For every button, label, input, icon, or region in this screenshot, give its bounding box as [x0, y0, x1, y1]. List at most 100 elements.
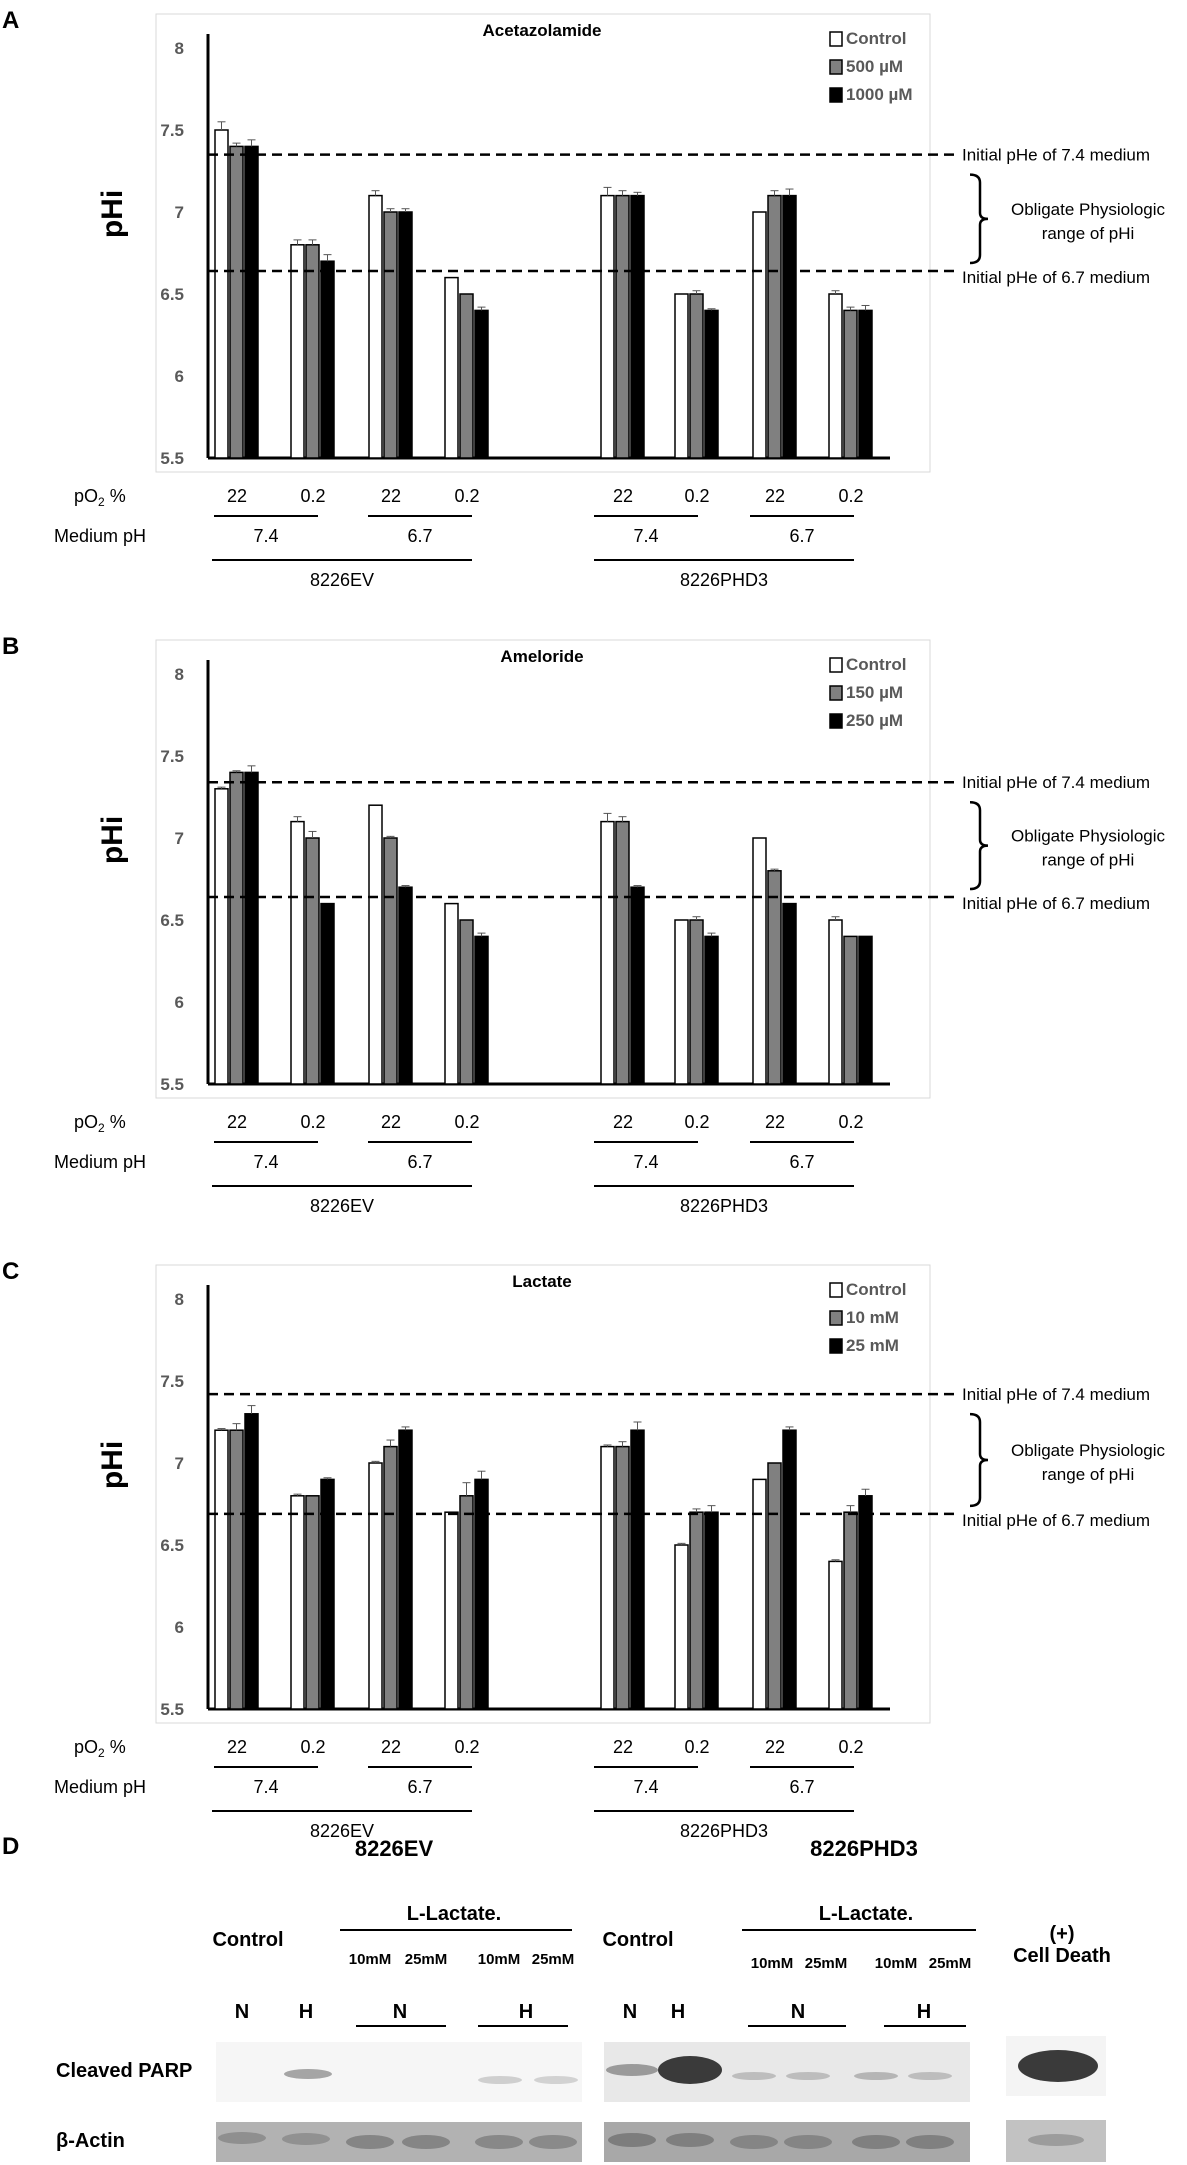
range-brace [969, 800, 989, 891]
bar-250-m [398, 886, 413, 1085]
po2-value: 0.2 [838, 486, 863, 506]
po2-row-label: pO2 % [74, 486, 126, 509]
bar-25-mm [858, 1495, 873, 1710]
bar-1000-m [474, 309, 489, 459]
blot-band [284, 2069, 332, 2079]
bar-10-mm [229, 1429, 244, 1710]
legend-label: Control [846, 655, 906, 674]
legend-label: 500 µM [846, 57, 903, 76]
range-label: Obligate Physiologic [1011, 827, 1166, 846]
bar-control [752, 211, 767, 459]
bar-25-mm [782, 1429, 797, 1710]
range-brace [969, 1412, 989, 1508]
y-tick-label: 6 [175, 993, 184, 1012]
cell-line-label: 8226PHD3 [680, 1196, 768, 1216]
cell-line-label: 8226EV [310, 1821, 374, 1841]
bar-500-m [689, 293, 704, 459]
bar-150-m [459, 919, 474, 1085]
bar-control [368, 1462, 383, 1710]
blot-band [478, 2076, 522, 2084]
blot-group-title-8226ev: 8226EV [355, 1836, 434, 1861]
chart-frame [155, 13, 931, 473]
blot-lactate-label-phd3: L-Lactate. [819, 1903, 913, 1925]
bar-150-m [229, 771, 244, 1085]
bar-1000-m [320, 260, 335, 459]
legend-label: 150 µM [846, 683, 903, 702]
po2-value: 0.2 [300, 1112, 325, 1132]
bar-150-m [615, 820, 630, 1085]
blot-dose-label: 25mM [532, 1951, 575, 1968]
bar-control [828, 919, 843, 1085]
blot-strip-actin-ev [216, 2122, 582, 2162]
blot-band [906, 2135, 954, 2149]
bar-500-m [843, 309, 858, 459]
blot-band [658, 2056, 722, 2084]
legend-swatch [829, 1338, 843, 1354]
range-label: range of pHi [1042, 224, 1135, 243]
y-tick-label: 8 [175, 665, 184, 684]
blot-band [534, 2076, 578, 2084]
bar-1000-m [704, 309, 719, 459]
bar-150-m [383, 837, 398, 1085]
bar-500-m [383, 211, 398, 459]
bar-control [600, 820, 615, 1085]
bar-control [752, 1478, 767, 1710]
bar-control [214, 129, 229, 459]
po2-value: 22 [227, 1112, 247, 1132]
y-tick-label: 6.5 [160, 911, 184, 930]
chart-title: Ameloride [500, 647, 583, 666]
bar-control [752, 837, 767, 1085]
blot-dose-label: 25mM [929, 1955, 972, 1972]
bar-control [674, 919, 689, 1085]
bar-250-m [782, 902, 797, 1085]
bar-250-m [858, 935, 873, 1085]
bar-control [674, 1544, 689, 1710]
blot-band [346, 2135, 394, 2149]
po2-value: 22 [227, 486, 247, 506]
blot-band [730, 2135, 778, 2149]
bar-control [368, 194, 383, 459]
blot-lane-label-normoxia: N [623, 2001, 637, 2023]
medium-ph-value: 7.4 [253, 526, 278, 546]
bar-control [444, 276, 459, 459]
medium-ph-row-label: Medium pH [54, 1777, 146, 1797]
po2-value: 22 [765, 486, 785, 506]
panel-label-d: D [2, 1833, 19, 1860]
blot-band [402, 2135, 450, 2149]
legend-swatch [829, 31, 843, 47]
legend-label: Control [846, 29, 906, 48]
range-label: Obligate Physiologic [1011, 200, 1166, 219]
medium-ph-value: 6.7 [407, 526, 432, 546]
bar-control [214, 1429, 229, 1710]
po2-row-label: pO2 % [74, 1112, 126, 1135]
bar-1000-m [398, 211, 413, 459]
po2-value: 0.2 [684, 1112, 709, 1132]
medium-ph-value: 7.4 [633, 1152, 658, 1172]
medium-ph-value: 7.4 [633, 526, 658, 546]
po2-value: 22 [765, 1112, 785, 1132]
bar-chart-panels: A Acetazolamide pHi 5.5 6 6.5 7 7.5 8 Initial pHe… [2, 7, 1166, 1841]
y-tick-label: 7 [175, 829, 184, 848]
blot-band [908, 2072, 952, 2080]
y-tick-label: 8 [175, 1290, 184, 1309]
bar-10-mm [383, 1445, 398, 1710]
blot-band [786, 2072, 830, 2080]
bar-chart-panel: B Ameloride pHi 5.5 6 6.5 7 7.5 8 Initial pHe of … [2, 633, 1166, 1216]
medium-ph-value: 6.7 [789, 1152, 814, 1172]
range-label: range of pHi [1042, 1465, 1135, 1484]
y-tick-label: 7 [175, 1454, 184, 1473]
bar-250-m [630, 886, 645, 1085]
medium-ph-value: 7.4 [633, 1777, 658, 1797]
y-axis-label: pHi [96, 1441, 129, 1489]
po2-value: 22 [765, 1737, 785, 1757]
blot-band [282, 2133, 330, 2145]
medium-ph-value: 7.4 [253, 1152, 278, 1172]
y-tick-label: 6 [175, 367, 184, 386]
legend-label: 1000 µM [846, 85, 913, 104]
bar-control [444, 1511, 459, 1710]
po2-value: 22 [613, 1112, 633, 1132]
bar-250-m [244, 771, 259, 1085]
bar-control [368, 804, 383, 1085]
blot-lane-label-normoxia: N [235, 2001, 249, 2023]
reference-label-low: Initial pHe of 6.7 medium [962, 1511, 1150, 1530]
